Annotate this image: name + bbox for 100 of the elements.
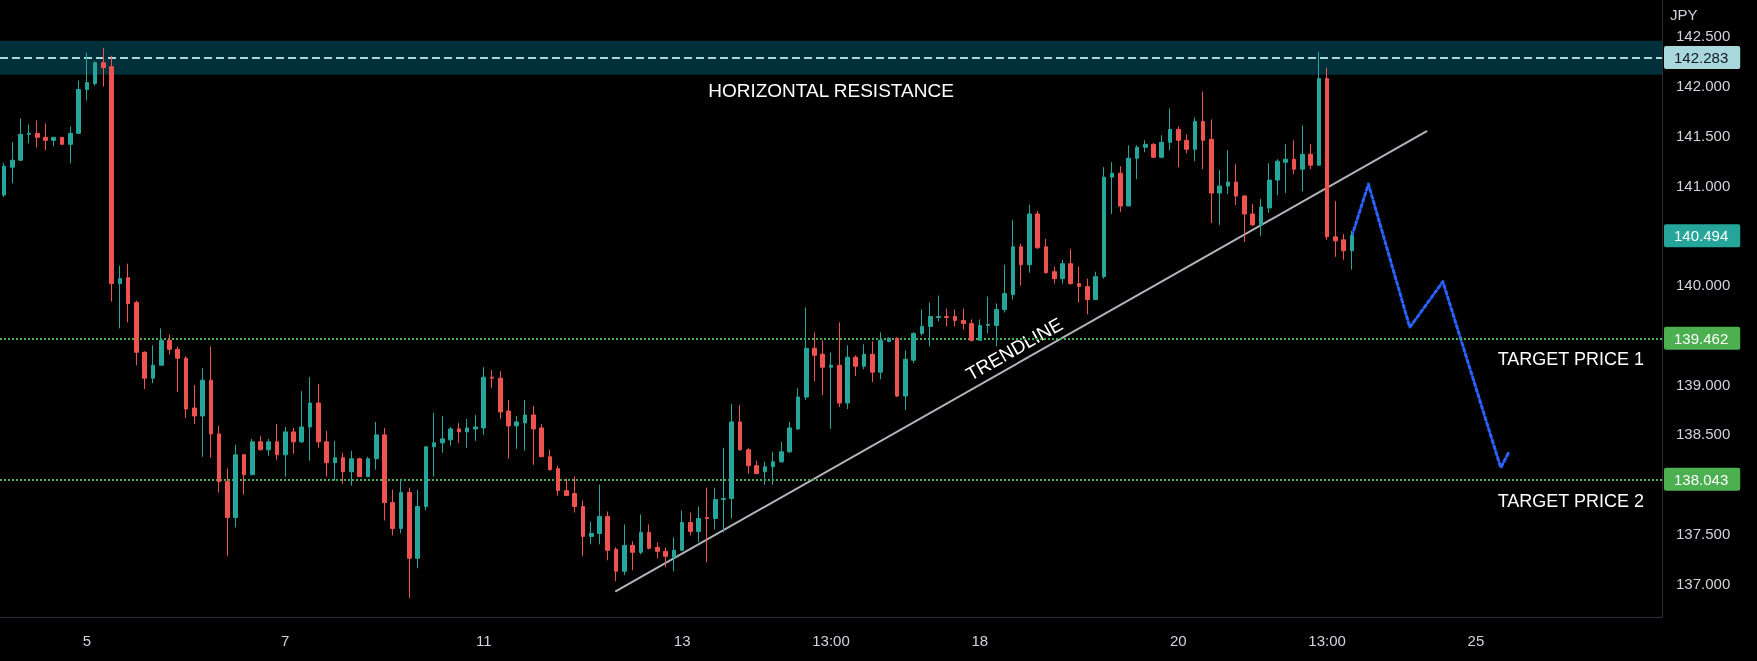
candlestick [837, 321, 842, 408]
candlestick [258, 435, 263, 451]
candlestick [779, 441, 784, 464]
candlestick [316, 383, 321, 449]
y-tick-label: 139.000 [1676, 375, 1731, 393]
candlestick [1259, 198, 1263, 237]
candlestick [556, 465, 560, 497]
candlestick [291, 427, 296, 455]
candlestick [1317, 51, 1321, 166]
candlestick [1027, 204, 1032, 274]
candlestick [539, 423, 544, 458]
candlestick [903, 349, 908, 411]
x-tick-label: 7 [281, 632, 290, 649]
candlestick [85, 52, 89, 102]
candlestick [167, 333, 172, 355]
candlestick [647, 523, 651, 550]
y-axis-title: JPY [1670, 6, 1698, 23]
candlestick [175, 345, 180, 393]
candlestick [68, 125, 73, 164]
candlestick [399, 478, 403, 534]
candlestick [944, 308, 949, 327]
x-tick-label: 20 [1169, 632, 1187, 649]
candlestick [597, 484, 602, 545]
candlestick [134, 300, 139, 366]
candlestick [192, 384, 197, 425]
candlestick [1267, 162, 1272, 214]
candlestick [349, 450, 354, 487]
candlestick [440, 415, 445, 454]
candlestick [1126, 144, 1131, 207]
candlestick [614, 546, 618, 582]
candlestick [514, 415, 519, 450]
candlestick [1226, 149, 1230, 195]
candlestick [200, 367, 205, 458]
candlestick [2, 162, 6, 198]
candlestick [415, 489, 420, 569]
text: 142.283 [1674, 48, 1729, 66]
candlestick [845, 344, 850, 410]
candlestick [729, 403, 734, 519]
candlestick [101, 47, 106, 88]
candlestick [93, 61, 97, 87]
candlestick [820, 339, 825, 396]
candlestick [672, 536, 676, 572]
y-tick-label: 140.000 [1676, 276, 1731, 294]
candlestick [1135, 144, 1139, 180]
candlestick [498, 370, 503, 420]
y-tick-label: 142.500 [1676, 27, 1731, 45]
candlestick [506, 399, 511, 460]
candlestick [1093, 271, 1098, 301]
x-tick-label: 25 [1467, 632, 1485, 649]
candlestick [763, 461, 767, 486]
candlestick [250, 438, 255, 476]
candlestick [1209, 118, 1214, 224]
x-tick-label: 5 [82, 632, 91, 649]
candlestick [1193, 116, 1197, 162]
candlestick [564, 478, 569, 497]
x-tick-label: 13 [673, 632, 691, 649]
candlestick [978, 318, 982, 341]
candlestick [1151, 142, 1156, 159]
candlestick [523, 399, 527, 452]
candlestick [374, 421, 379, 471]
candlestick [878, 331, 883, 380]
candlestick [796, 387, 800, 431]
candlestick [713, 487, 718, 530]
candlestick [572, 476, 577, 514]
candlestick [233, 444, 238, 528]
candlestick [911, 331, 916, 364]
candlestick [581, 500, 585, 557]
candlestick [341, 452, 345, 485]
candlestick [853, 354, 858, 377]
candlestick [448, 426, 453, 447]
candlestick [275, 423, 279, 461]
candlestick [333, 440, 337, 482]
band-label: HORIZONTAL RESISTANCE [708, 79, 954, 101]
x-tick-label: 13:00 [1308, 632, 1346, 649]
candlestick [1159, 134, 1164, 159]
candlestick [680, 510, 684, 551]
candlestick [928, 302, 933, 347]
candlestick [217, 425, 221, 494]
y-tick-label: 141.000 [1676, 176, 1731, 194]
candlestick [936, 295, 941, 322]
candlestick [27, 123, 31, 144]
candlestick [481, 366, 486, 436]
x-tick-label: 18 [971, 632, 989, 649]
candlestick [51, 136, 56, 147]
candlestick [1283, 143, 1288, 194]
candlestick [1060, 259, 1065, 285]
candlestick [1085, 278, 1090, 315]
candlestick [118, 265, 122, 329]
candlestick [829, 351, 833, 430]
candlestick [18, 117, 23, 162]
y-tick-label: 141.500 [1676, 126, 1731, 144]
candlestick [465, 418, 469, 449]
candlestick [266, 438, 271, 457]
candlestick [630, 540, 635, 571]
candlestick [663, 546, 668, 568]
candlestick [531, 405, 536, 466]
candlestick [159, 327, 164, 366]
candlestick [812, 331, 817, 382]
candlestick [953, 309, 957, 327]
candlestick [1019, 243, 1023, 287]
